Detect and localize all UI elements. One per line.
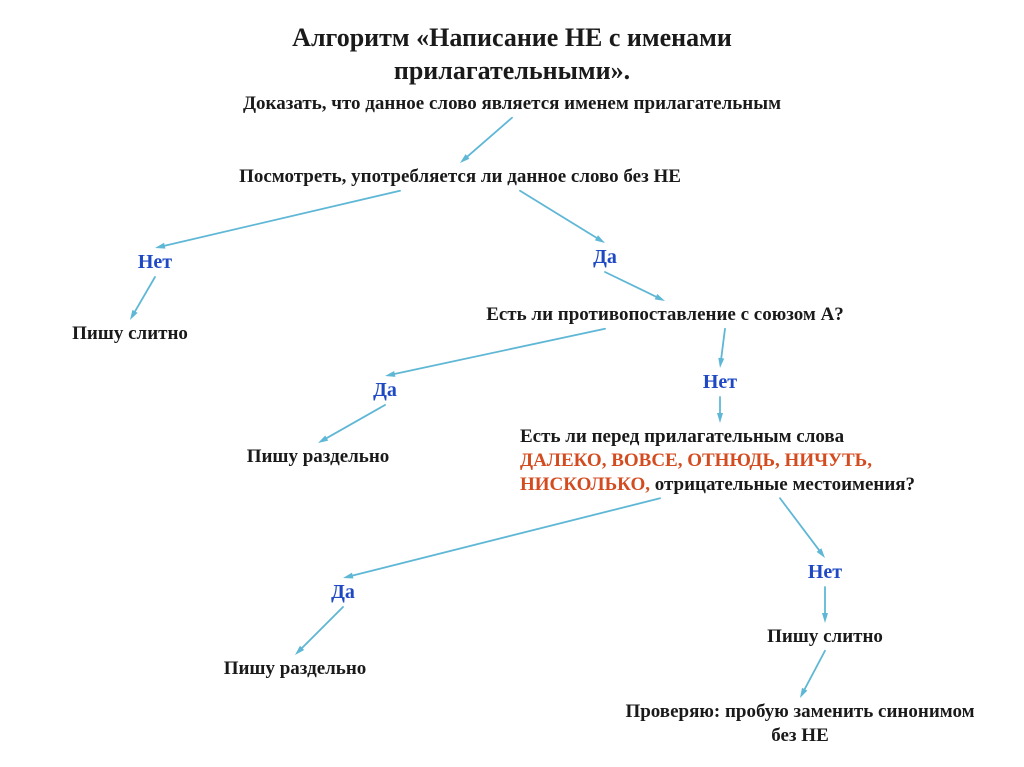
step-used-without-ne: Посмотреть, употребляется ли данное слов…: [110, 165, 810, 189]
decision-no-1: Нет: [95, 250, 215, 275]
step-contrast-a: Есть ли противопоставление с союзом А?: [405, 303, 925, 327]
text: Есть ли противопоставление с союзом А?: [486, 304, 844, 325]
decision-no-2: Нет: [660, 370, 780, 395]
flowchart-stage: Алгоритм «Написание НЕ с именами прилага…: [0, 0, 1024, 767]
text: Да: [331, 581, 355, 603]
decision-yes-1: Да: [545, 245, 665, 270]
step-check-synonym: Проверяю: пробую заменить синонимом без …: [620, 700, 980, 748]
text: Да: [593, 246, 617, 268]
text: Нет: [703, 371, 737, 393]
step-prove-adjective: Доказать, что данное слово является имен…: [112, 92, 912, 116]
text: Пишу слитно: [767, 626, 883, 647]
result-together-2: Пишу слитно: [695, 625, 955, 649]
result-separate-1: Пишу раздельно: [188, 445, 448, 469]
title-line2: прилагательными».: [394, 56, 630, 85]
text: Нет: [138, 251, 172, 273]
text: Доказать, что данное слово является имен…: [243, 93, 781, 114]
text: Пишу раздельно: [247, 446, 390, 467]
chart-title: Алгоритм «Написание НЕ с именами прилага…: [62, 22, 962, 87]
decision-yes-2: Да: [325, 378, 445, 403]
decision-no-3: Нет: [765, 560, 885, 585]
text: Нет: [808, 561, 842, 583]
text: Да: [373, 379, 397, 401]
text: Посмотреть, употребляется ли данное слов…: [239, 166, 681, 187]
text-suffix: отрицательные местоимения?: [650, 474, 915, 495]
result-together-1: Пишу слитно: [30, 322, 230, 346]
decision-yes-3: Да: [283, 580, 403, 605]
title-line1: Алгоритм «Написание НЕ с именами: [292, 23, 732, 52]
result-separate-2: Пишу раздельно: [165, 657, 425, 681]
text: Пишу раздельно: [224, 658, 367, 679]
text-prefix: Есть ли перед прилагательным слова: [520, 426, 844, 447]
text: Пишу слитно: [72, 323, 188, 344]
step-intensifier-words: Есть ли перед прилагательным слова ДАЛЕК…: [520, 425, 920, 496]
text: Проверяю: пробую заменить синонимом без …: [625, 701, 974, 746]
